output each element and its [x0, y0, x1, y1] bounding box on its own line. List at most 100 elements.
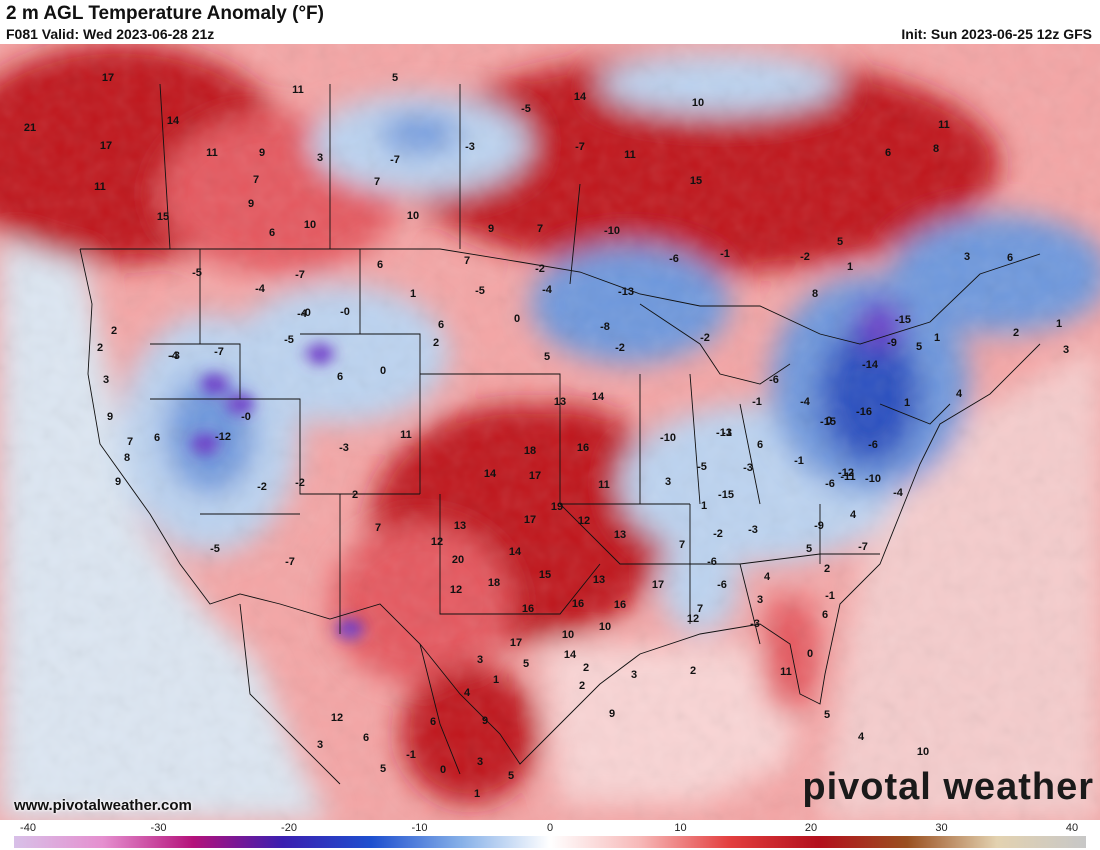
anomaly-value: 11	[780, 666, 792, 678]
anomaly-value: -14	[862, 359, 879, 371]
anomaly-value: -7	[390, 154, 400, 166]
anomaly-value: 12	[331, 712, 343, 724]
anomaly-value: 6	[363, 732, 369, 744]
anomaly-value: 16	[522, 603, 534, 615]
valid-time: F081 Valid: Wed 2023-06-28 21z	[6, 26, 215, 42]
anomaly-value: 14	[574, 91, 587, 103]
anomaly-value: -2	[257, 481, 267, 493]
anomaly-value: 17	[100, 140, 112, 152]
anomaly-value: -2	[535, 263, 545, 275]
anomaly-value: 11	[292, 84, 304, 96]
border-line	[689, 373, 701, 505]
anomaly-value: 6	[1007, 252, 1013, 264]
anomaly-value: 12	[578, 515, 590, 527]
anomaly-value: 6	[337, 371, 343, 383]
border-line	[569, 183, 581, 285]
border-line	[150, 398, 420, 495]
anomaly-value: 2	[111, 325, 117, 337]
anomaly-value: 14	[509, 546, 522, 558]
anomaly-value: -7	[575, 141, 585, 153]
anomaly-value: 11	[94, 181, 106, 193]
border-line	[239, 603, 341, 785]
anomaly-value: 9	[107, 411, 113, 423]
anomaly-value: 16	[614, 599, 626, 611]
anomaly-value: 3	[1063, 344, 1069, 356]
anomaly-value: -11	[840, 471, 855, 483]
colorbar-tick-label: -10	[412, 822, 428, 834]
anomaly-value: 20	[452, 554, 464, 566]
anomaly-value: -3	[743, 462, 753, 474]
border-line	[150, 343, 241, 399]
anomaly-value: -2	[800, 251, 810, 263]
anomaly-value: 6	[822, 609, 828, 621]
anomaly-value: 7	[464, 255, 470, 267]
anomaly-value: 9	[482, 715, 488, 727]
anomaly-value: -7	[214, 346, 224, 358]
anomaly-value: 6	[885, 147, 891, 159]
anomaly-value: 3	[317, 739, 323, 751]
anomaly-value: 6	[269, 227, 275, 239]
border-line	[300, 333, 421, 494]
anomaly-value: -15	[820, 416, 836, 428]
anomaly-value: -6	[669, 253, 679, 265]
border-line	[439, 494, 601, 615]
colorbar-tick-label: 10	[674, 822, 686, 834]
anomaly-value: 1	[847, 261, 853, 273]
anomaly-value: 7	[697, 603, 703, 615]
header: 2 m AGL Temperature Anomaly (°F) F081 Va…	[0, 0, 1100, 44]
anomaly-value: 11	[938, 119, 950, 131]
border-line	[79, 248, 1041, 765]
anomaly-value: 5	[380, 763, 386, 775]
map-title: 2 m AGL Temperature Anomaly (°F)	[6, 3, 324, 24]
anomaly-value: 8	[124, 452, 130, 464]
anomaly-value: 12	[687, 613, 699, 625]
texture-overlay	[0, 44, 1100, 820]
anomaly-value: -7	[295, 269, 305, 281]
anomaly-value: 1	[493, 674, 499, 686]
anomaly-value: 6	[377, 259, 383, 271]
anomaly-value: -5	[475, 285, 485, 297]
anomaly-value: 14	[167, 115, 180, 127]
anomaly-value: -5	[210, 543, 220, 555]
anomaly-value: -7	[858, 541, 868, 553]
anomaly-value: -1	[722, 427, 732, 439]
anomaly-value: 3	[477, 756, 483, 768]
anomaly-value: 1	[474, 788, 480, 800]
anomaly-value: -13	[716, 427, 732, 439]
anomaly-value: 2	[690, 665, 696, 677]
anomaly-value: -7	[285, 556, 295, 568]
anomaly-value: -10	[660, 432, 676, 444]
anomaly-value: 5	[392, 72, 398, 84]
anomaly-value: 1	[1056, 318, 1062, 330]
anomaly-value: -2	[700, 332, 710, 344]
anomaly-value: 1	[934, 332, 940, 344]
anomaly-value: 8	[812, 288, 818, 300]
anomaly-value: 12	[450, 584, 462, 596]
colorbar-gradient	[14, 836, 1086, 848]
anomaly-value: 3	[757, 594, 763, 606]
anomaly-value: 6	[154, 432, 160, 444]
anomaly-value: 12	[431, 536, 443, 548]
anomaly-value: 21	[24, 122, 36, 134]
anomaly-value: -2	[295, 477, 305, 489]
anomaly-value: -6	[769, 374, 779, 386]
colorbar: -40 -30 -20 -10 0 10 20 30 40	[0, 820, 1100, 850]
anomaly-value: 15	[157, 211, 169, 223]
political-borders	[79, 83, 1041, 785]
anomaly-value: -10	[865, 473, 881, 485]
anomaly-value: 5	[523, 658, 529, 670]
anomaly-value: 2	[352, 489, 358, 501]
anomaly-value: 5	[806, 543, 812, 555]
anomaly-value: -2	[713, 528, 723, 540]
border-line	[739, 563, 761, 645]
anomaly-value: 9	[248, 198, 254, 210]
anomaly-value: -5	[697, 461, 707, 473]
anomaly-value: -4	[168, 350, 179, 362]
anomaly-value: -9	[887, 337, 897, 349]
anomaly-value: 10	[692, 97, 704, 109]
anomaly-value: 17	[524, 514, 536, 526]
anomaly-value: 15	[539, 569, 551, 581]
anomaly-value: 5	[916, 341, 922, 353]
